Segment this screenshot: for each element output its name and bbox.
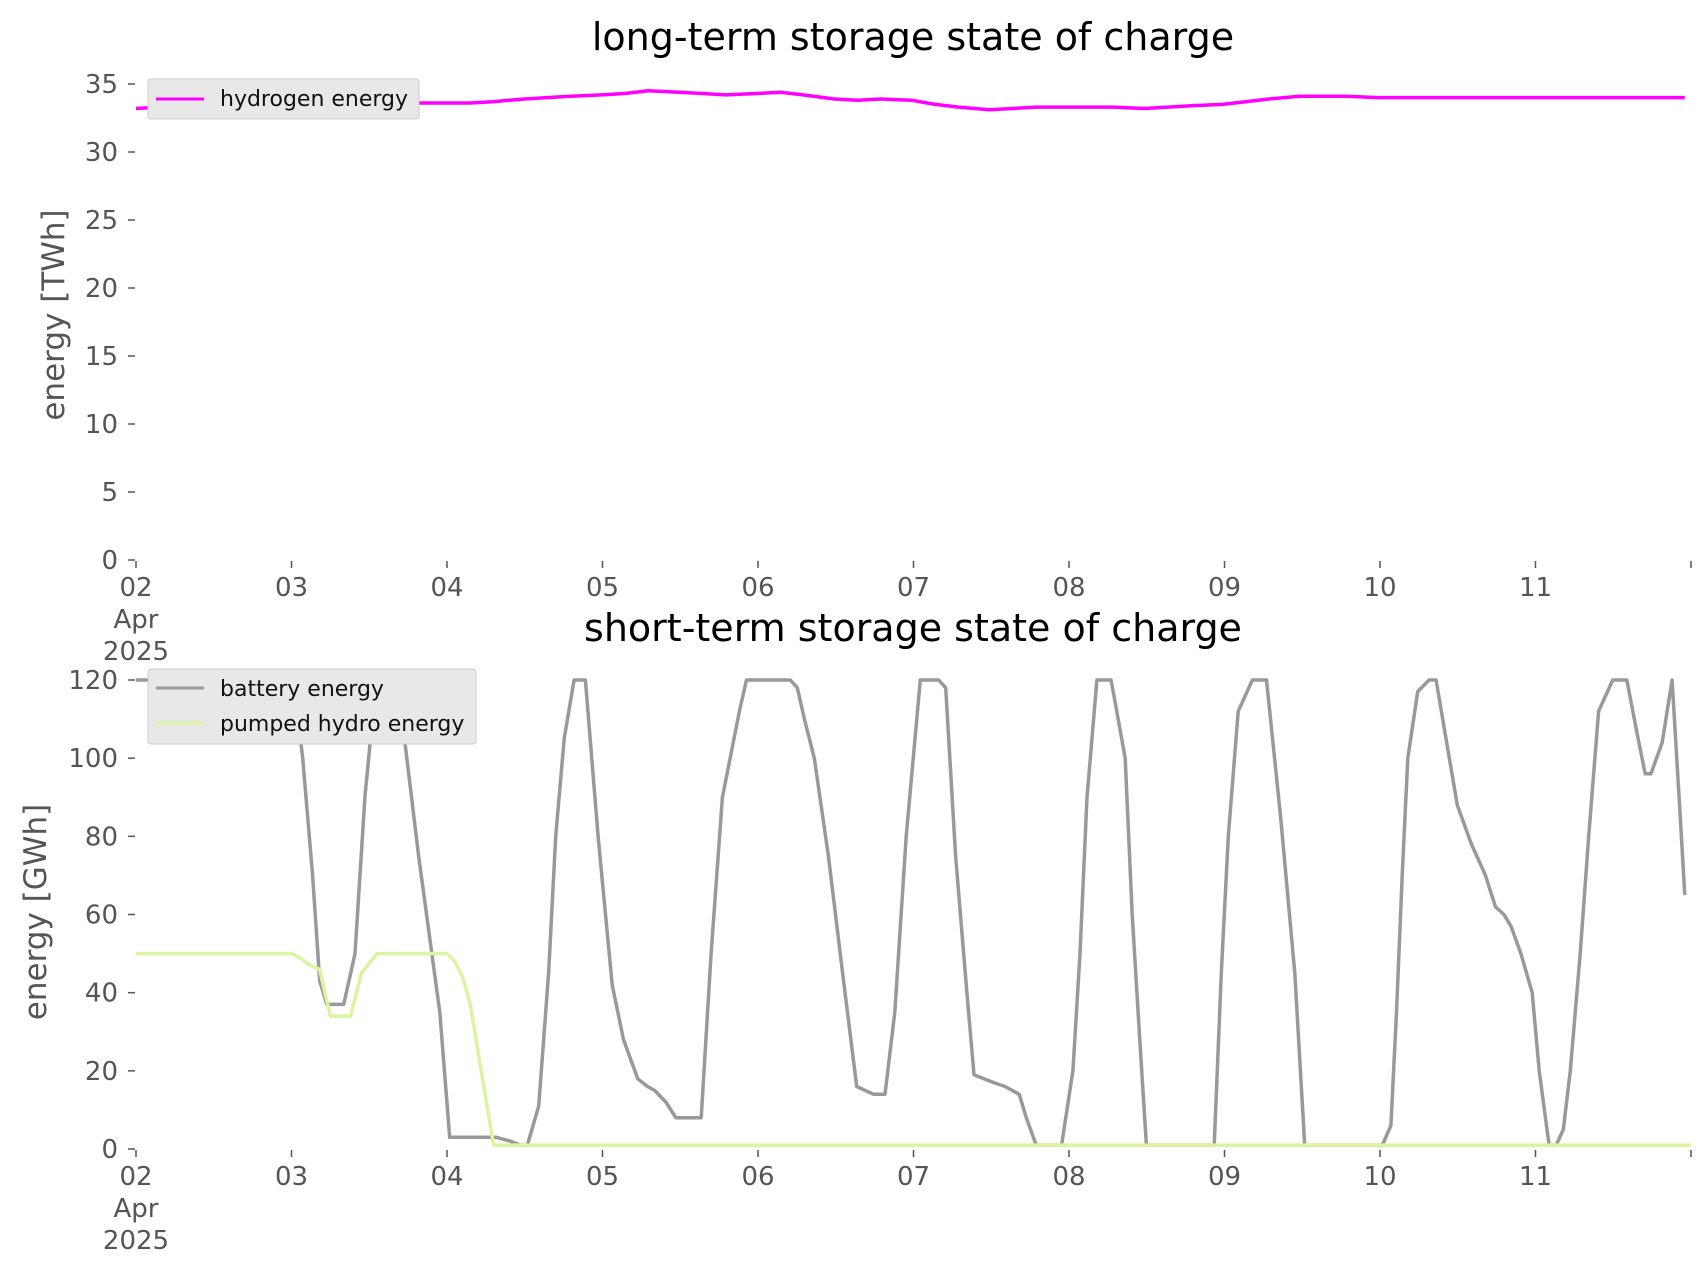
bottom-y-tick-label: 0 <box>101 1135 118 1165</box>
bottom-y-tick-label: 40 <box>85 979 118 1009</box>
bottom-x-tick-label: 06 <box>741 1162 774 1192</box>
bottom-y-tick-label: 80 <box>85 822 118 852</box>
bottom-y-axis-label: energy [GWh] <box>18 804 54 1020</box>
bottom-y-tick-label: 120 <box>68 666 118 696</box>
bottom-y-tick-label: 100 <box>68 744 118 774</box>
top-y-ticks: 0 5 10 15 20 25 30 35 <box>85 70 135 576</box>
top-y-tick-label: 35 <box>85 70 118 100</box>
bottom-legend-box <box>147 668 477 745</box>
top-y-tick-label: 25 <box>85 206 118 236</box>
bottom-chart-title: short-term storage state of charge <box>584 606 1242 650</box>
top-x-tick-label: 05 <box>586 573 619 603</box>
bottom-x-tick-sublabel: Apr <box>114 1194 159 1224</box>
top-x-tick-label: 06 <box>741 573 774 603</box>
top-x-tick-label: 03 <box>275 573 308 603</box>
top-y-tick-label: 30 <box>85 138 118 168</box>
bottom-x-tick-label: 10 <box>1363 1162 1396 1192</box>
bottom-x-tick-label: 05 <box>586 1162 619 1192</box>
top-y-tick-label: 20 <box>85 274 118 304</box>
top-x-tick-sublabel: 2025 <box>103 637 169 667</box>
top-y-tick-label: 0 <box>101 546 118 576</box>
top-x-tick-label: 02 <box>119 573 152 603</box>
top-y-tick-label: 15 <box>85 342 118 372</box>
top-x-tick-sublabel: Apr <box>114 605 159 635</box>
bottom-x-tick-label: 02 <box>119 1162 152 1192</box>
bottom-y-ticks: 0 20 40 60 80 100 120 <box>68 666 135 1165</box>
bottom-series-line-1 <box>136 951 1691 1147</box>
bottom-x-tick-label: 03 <box>275 1162 308 1192</box>
long-term-storage-chart: long-term storage state of charge energy… <box>36 15 1692 667</box>
top-x-tick-label: 08 <box>1052 573 1085 603</box>
top-y-tick-label: 10 <box>85 410 118 440</box>
bottom-x-tick-label: 08 <box>1052 1162 1085 1192</box>
bottom-legend-label-battery: battery energy <box>220 677 384 702</box>
top-y-axis-label: energy [TWh] <box>36 209 72 420</box>
top-x-tick-label: 09 <box>1208 573 1241 603</box>
top-y-tick-label: 5 <box>101 478 118 508</box>
short-term-storage-chart: short-term storage state of charge energ… <box>18 606 1692 1256</box>
top-legend-box <box>147 78 420 120</box>
bottom-y-tick-label: 60 <box>85 901 118 931</box>
bottom-series-line-0 <box>136 678 1687 1147</box>
top-x-tick-label: 04 <box>430 573 463 603</box>
top-legend: hydrogen energy <box>147 78 420 120</box>
bottom-x-tick-label: 11 <box>1519 1162 1552 1192</box>
top-x-tick-label: 10 <box>1363 573 1396 603</box>
bottom-x-tick-sublabel: 2025 <box>103 1226 169 1256</box>
bottom-legend-label-pumped-hydro: pumped hydro energy <box>220 712 464 737</box>
top-chart-title: long-term storage state of charge <box>592 15 1234 59</box>
bottom-x-tick-label: 09 <box>1208 1162 1241 1192</box>
bottom-y-tick-label: 20 <box>85 1057 118 1087</box>
top-legend-label-hydrogen: hydrogen energy <box>220 87 408 112</box>
bottom-series-lines <box>136 678 1691 1147</box>
top-x-tick-label: 07 <box>897 573 930 603</box>
bottom-legend: battery energy pumped hydro energy <box>147 668 477 745</box>
bottom-x-tick-label: 07 <box>897 1162 930 1192</box>
bottom-x-tick-label: 04 <box>430 1162 463 1192</box>
top-x-tick-label: 11 <box>1519 573 1552 603</box>
